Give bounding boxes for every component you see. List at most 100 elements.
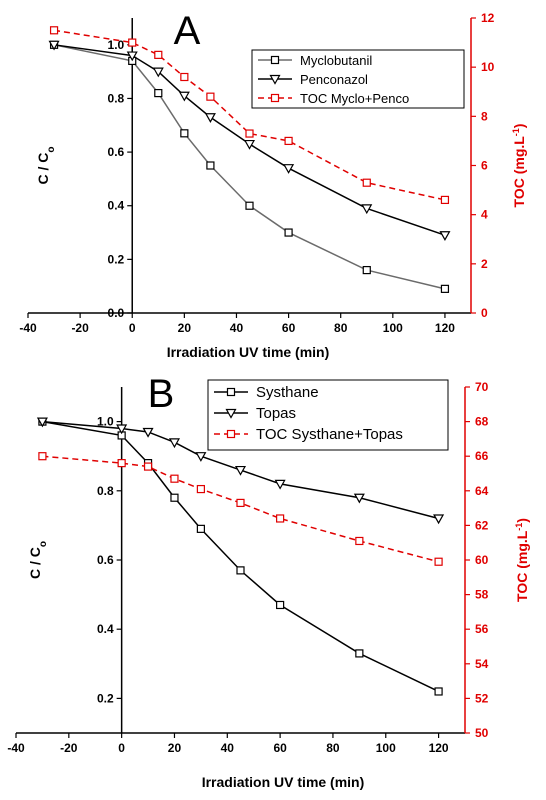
data-point <box>206 161 215 170</box>
legend-marker <box>226 429 236 439</box>
y2-axis-title: TOC (mg.L-1) <box>511 124 527 208</box>
data-point <box>196 484 205 494</box>
data-point <box>152 67 164 78</box>
legend-box <box>207 379 449 451</box>
x-tick-label: -40 <box>19 321 37 335</box>
data-point <box>170 493 179 502</box>
data-point <box>38 452 47 461</box>
y2-axis-title: TOC (mg.L-1) <box>514 518 530 602</box>
legend-marker <box>270 93 280 103</box>
data-point <box>168 438 180 449</box>
y2-axis-title-end: ) <box>511 124 527 129</box>
y2-axis-title-sup: -1 <box>511 128 521 136</box>
y-axis-title: C / Co <box>35 147 57 185</box>
data-point <box>245 129 254 138</box>
data-point <box>154 50 163 59</box>
y2-tick-label: 10 <box>481 60 495 74</box>
data-point <box>206 92 215 101</box>
x-tick-label: 0 <box>129 321 136 335</box>
x-tick-label: 100 <box>376 741 396 755</box>
y2-tick-label: 4 <box>481 208 488 222</box>
legend-label: Myclobutanil <box>300 53 372 68</box>
legend-label: TOC Myclo+Penco <box>300 91 409 106</box>
series-toc-myclo-penco <box>49 26 450 205</box>
y2-tick-label: 58 <box>475 588 489 602</box>
data-point <box>283 164 295 174</box>
data-point <box>434 557 443 566</box>
data-point <box>195 452 207 462</box>
x-tick-label: 80 <box>334 321 348 335</box>
data-point <box>234 465 247 476</box>
x-tick-label: -20 <box>60 741 78 755</box>
data-point <box>48 40 60 51</box>
x-tick-label: 60 <box>282 321 296 335</box>
y2-tick-label: 0 <box>481 306 488 320</box>
y-axis-title-sub: o <box>38 541 49 547</box>
x-axis-title: Irradiation UV time (min) <box>202 774 365 790</box>
y2-tick-label: 52 <box>475 691 489 705</box>
y2-tick-label: 66 <box>475 449 489 463</box>
legend-label: TOC Systhane+Topas <box>256 426 403 443</box>
data-point <box>180 72 189 82</box>
chart-panel-a: -40 -20 0 20 40 60 80 100 120 0.0 0.2 0.4 0.6 0.8 1.0 0… <box>19 9 527 360</box>
y-tick-label: 0.8 <box>97 484 114 498</box>
data-point <box>154 88 163 98</box>
y2-tick-label: 8 <box>481 109 488 123</box>
y-axis-title-sub: o <box>46 147 57 153</box>
data-point <box>170 474 179 483</box>
x-tick-label: 120 <box>435 321 455 335</box>
y2-axis-title-sup: -1 <box>514 523 524 531</box>
y-tick-label: 0.4 <box>97 622 114 636</box>
legend: Myclobutanil Penconazol TOC Myclo+Penco <box>251 49 465 109</box>
data-point <box>142 427 154 438</box>
legend-label: Penconazol <box>300 72 368 87</box>
series-toc-systhane-topas <box>38 452 443 566</box>
data-point <box>117 459 126 468</box>
data-point <box>284 136 293 146</box>
data-point <box>284 228 293 237</box>
legend-label: Topas <box>256 405 296 422</box>
data-point <box>274 479 286 490</box>
data-point <box>243 139 256 150</box>
y-tick-label: 0.0 <box>108 306 125 320</box>
data-point <box>36 417 48 428</box>
y2-tick-label: 70 <box>475 380 489 394</box>
data-point <box>276 514 285 523</box>
y2-axis-title-end: ) <box>514 518 530 523</box>
data-point <box>204 113 216 123</box>
y-axis-title-main: C / C <box>27 547 43 579</box>
legend-marker <box>270 55 280 65</box>
x-tick-label: 40 <box>230 321 244 335</box>
panel-letter: B <box>148 372 175 416</box>
data-point <box>196 524 205 533</box>
y-axis-title: C / Co <box>27 541 49 579</box>
y-tick-label: 0.2 <box>108 252 125 266</box>
x-tick-label: -40 <box>7 741 25 755</box>
y-tick-label: 0.2 <box>97 691 114 705</box>
y-tick-label: 0.4 <box>108 199 125 213</box>
legend-label: Systhane <box>256 384 319 401</box>
legend-marker <box>226 387 236 397</box>
y-tick-label: 0.6 <box>108 145 125 159</box>
y2-tick-label: 60 <box>475 553 489 567</box>
data-point <box>236 566 245 575</box>
legend-marker <box>225 408 237 419</box>
data-point <box>178 91 190 102</box>
data-point <box>362 265 371 275</box>
y2-tick-label: 68 <box>475 415 489 429</box>
data-point <box>276 600 285 610</box>
data-point <box>355 649 364 658</box>
x-tick-label: 0 <box>118 741 125 755</box>
x-tick-label: 100 <box>383 321 403 335</box>
y2-tick-label: 2 <box>481 257 488 271</box>
legend-marker <box>269 74 281 85</box>
series-topas <box>36 417 445 525</box>
data-point <box>128 38 137 47</box>
data-point <box>180 129 189 138</box>
data-point <box>236 498 245 508</box>
data-point <box>434 687 443 696</box>
x-axis-title: Irradiation UV time (min) <box>167 344 330 360</box>
data-point <box>440 195 450 205</box>
x-tick-label: -20 <box>71 321 89 335</box>
